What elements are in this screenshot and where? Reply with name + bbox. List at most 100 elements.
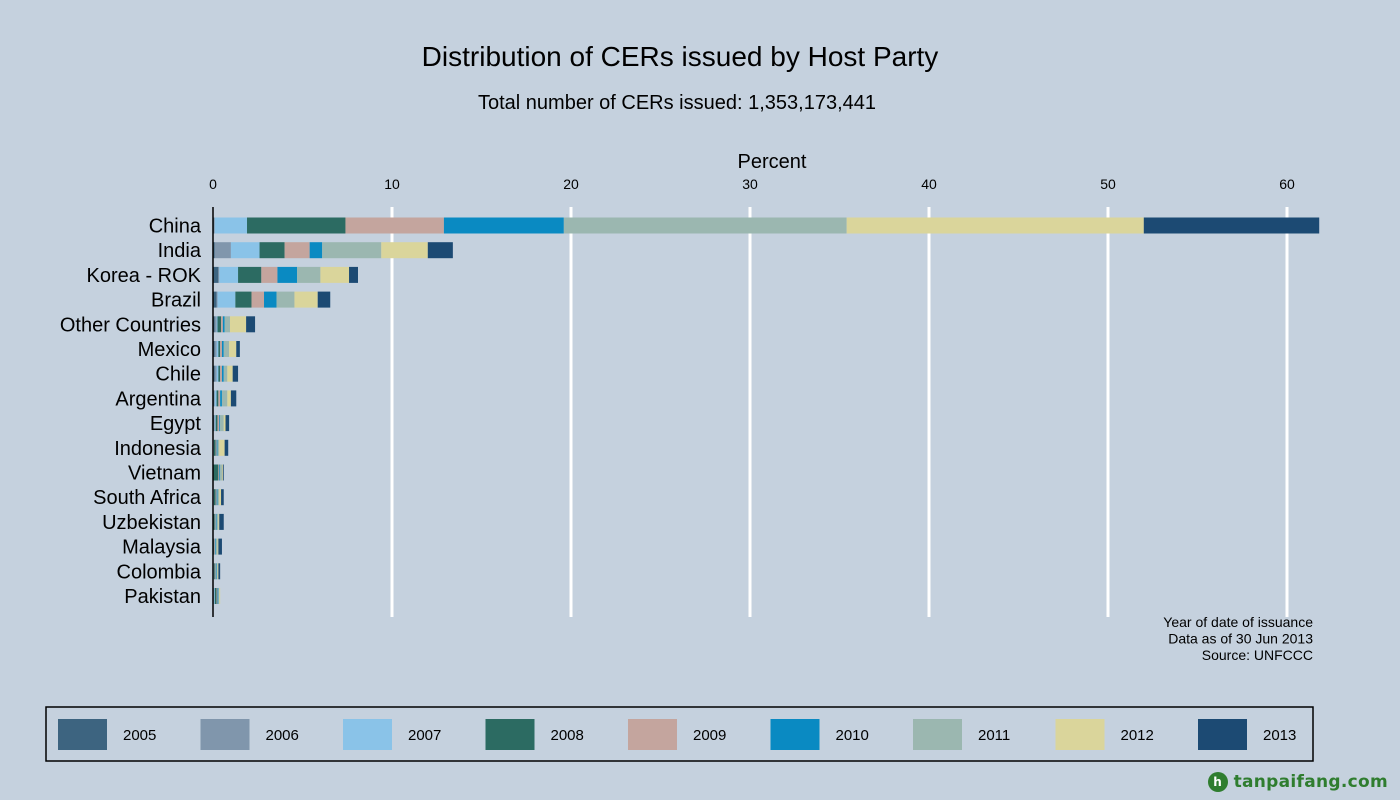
category-label: Argentina [115,388,201,410]
bar-segment [217,538,219,555]
bar-segment [223,415,226,432]
bar-segment [230,316,247,333]
bar-segment [219,415,221,432]
bar-segment [320,266,350,283]
bar-segment [214,588,217,604]
bar-segment [235,291,252,308]
bar-segment [264,291,277,308]
watermark: h tanpaifang.com [1207,772,1388,792]
bar-segment [229,341,237,357]
bar-segment [221,341,224,357]
legend-label: 2006 [266,727,299,744]
bar-segment [218,513,220,530]
bar-segment [221,365,224,382]
bar-segment [246,316,256,333]
bar-segment [443,217,564,234]
legend-label: 2010 [836,727,869,744]
bar-segment [217,588,219,604]
bar-segment [277,266,298,283]
bar-segment [224,316,231,333]
category-label: Malaysia [122,537,202,559]
bar-segment [216,365,219,382]
bar-segment [213,266,219,283]
bar-segment [230,390,237,407]
bar-segment [1143,217,1320,234]
legend-box [45,706,1314,762]
x-tick-label: 10 [384,176,400,192]
legend-label: 2007 [408,727,441,744]
bar-segment [218,563,221,580]
legend-swatch [913,719,962,750]
bar-segment [213,489,216,506]
bar-segment [218,538,222,555]
bar-segment [225,415,230,432]
bar-segment [846,217,1144,234]
bar-segment [216,341,219,357]
bar-segment [215,513,217,530]
bar-segment [217,439,220,456]
bar-segment [216,563,218,580]
bar-segment [213,390,215,407]
bar-segment [214,365,217,382]
bar-segment [251,291,265,308]
category-label: Mexico [138,339,201,361]
legend-swatch [770,719,820,750]
bar-segment [213,439,216,456]
category-label: Egypt [150,413,202,435]
bar-segment [213,316,215,333]
bar-segment [215,563,217,580]
watermark-logo-icon: h [1207,772,1228,792]
bar-segment [221,464,223,481]
bar-segment [220,341,222,357]
category-label: Other Countries [60,314,201,336]
bar-segment [217,489,220,506]
legend-label: 2009 [693,727,726,744]
legend-swatch [1198,719,1247,750]
bar-segment [215,538,218,555]
bar-segment [213,291,217,308]
bar-segment [218,365,221,382]
bar-segment [224,439,229,456]
category-label: Indonesia [114,438,202,460]
bar-segment [230,242,260,259]
bar-segment [219,464,221,481]
bar-segment [322,242,382,259]
chart-note: Year of date of issuance [1163,614,1313,630]
bar-segment [213,217,215,234]
bar-segment [213,563,215,580]
bar-segment [219,588,221,604]
bar-segment [216,390,219,407]
bar-segment [222,316,225,333]
bar-segment [213,538,215,555]
legend-swatch [1055,719,1105,750]
bar-segment [216,439,218,456]
x-tick-label: 50 [1100,176,1116,192]
legend: 2005 2006 2007 2008 2009 2010 2011 2012 2013 [45,706,1314,762]
bar-segment [216,588,218,604]
bar-segment [284,242,310,259]
x-tick-labels: 0 10 20 30 40 50 60 [209,176,1295,192]
category-label: Brazil [151,290,201,312]
bar-segment [261,266,278,283]
category-label: Korea - ROK [87,265,202,287]
bar-segment [221,316,223,333]
bar-segment [215,439,217,456]
bar-segment [218,588,220,604]
legend-label: 2005 [123,727,156,744]
bar-segment [219,489,222,506]
chart-title: Distribution of CERs issued by Host Part… [422,41,939,72]
bar-segment [215,415,218,432]
bar-segment [213,464,219,481]
bar-segment [218,390,221,407]
bar-segment [349,266,358,283]
category-label: India [158,240,202,262]
bar-segment [276,291,295,308]
gridlines [390,207,1289,617]
bar-segment [219,513,224,530]
bar-segment [216,489,218,506]
bar-segment [214,513,216,530]
bar-segment [214,341,217,357]
bar-segment [220,415,224,432]
bar-segment [213,242,215,259]
bar-segment [213,341,215,357]
